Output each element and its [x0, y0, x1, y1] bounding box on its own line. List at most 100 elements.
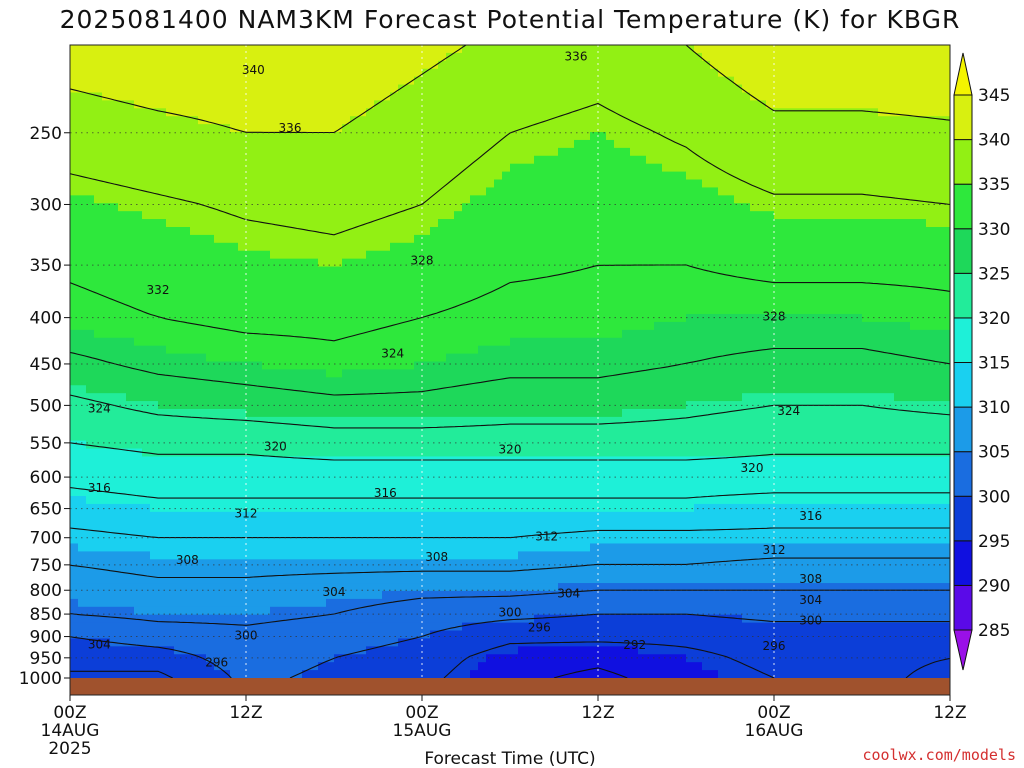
- fill-cell: [78, 116, 87, 125]
- fill-cell: [118, 638, 127, 647]
- fill-cell: [478, 147, 487, 157]
- fill-cell: [142, 361, 151, 371]
- fill-cell: [462, 440, 471, 450]
- fill-cell: [294, 282, 303, 291]
- fill-cell: [126, 282, 135, 291]
- fill-cell: [270, 361, 279, 371]
- fill-cell: [398, 226, 407, 236]
- fill-cell: [462, 84, 471, 94]
- fill-cell: [326, 266, 335, 276]
- fill-cell: [494, 456, 503, 465]
- fill-cell: [294, 424, 303, 434]
- fill-cell: [222, 464, 231, 473]
- fill-cell: [190, 614, 199, 624]
- fill-cell: [118, 290, 127, 299]
- fill-cell: [454, 321, 463, 331]
- fill-cell: [534, 45, 543, 54]
- fill-cell: [510, 52, 519, 62]
- fill-cell: [462, 598, 471, 608]
- fill-cell: [334, 45, 343, 54]
- fill-cell: [214, 456, 223, 465]
- fill-cell: [550, 369, 559, 378]
- fill-cell: [430, 464, 439, 473]
- fill-cell: [390, 575, 399, 584]
- fill-cell: [166, 124, 175, 133]
- fill-cell: [398, 250, 407, 260]
- fill-cell: [246, 424, 255, 434]
- fill-cell: [118, 139, 127, 149]
- fill-cell: [270, 76, 279, 86]
- fill-cell: [526, 448, 535, 458]
- fill-cell: [422, 337, 431, 347]
- fill-cell: [222, 440, 231, 450]
- fill-cell: [286, 211, 295, 220]
- fill-cell: [174, 670, 183, 679]
- fill-cell: [430, 440, 439, 450]
- fill-cell: [502, 590, 511, 600]
- fill-cell: [414, 187, 423, 196]
- fill-cell: [486, 203, 495, 212]
- fill-cell: [542, 163, 551, 173]
- fill-cell: [134, 266, 143, 276]
- fill-cell: [182, 432, 191, 442]
- fill-cell: [486, 638, 495, 647]
- fill-cell: [70, 171, 79, 181]
- fill-cell: [542, 290, 551, 299]
- fill-cell: [198, 551, 207, 560]
- fill-cell: [422, 662, 431, 671]
- fill-cell: [94, 480, 103, 489]
- fill-cell: [286, 408, 295, 418]
- fill-cell: [110, 598, 119, 608]
- fill-cell: [206, 551, 215, 560]
- fill-cell: [350, 45, 359, 54]
- fill-cell: [142, 472, 151, 481]
- fill-cell: [214, 551, 223, 560]
- fill-cell: [70, 511, 79, 521]
- fill-cell: [534, 76, 543, 86]
- fill-cell: [326, 559, 335, 568]
- fill-cell: [334, 511, 343, 521]
- fill-cell: [486, 187, 495, 196]
- fill-cell: [94, 155, 103, 165]
- fill-cell: [262, 551, 271, 560]
- fill-cell: [150, 282, 159, 291]
- fill-cell: [542, 519, 551, 529]
- fill-cell: [462, 274, 471, 283]
- fill-cell: [246, 630, 255, 640]
- fill-cell: [126, 369, 135, 378]
- fill-cell: [94, 219, 103, 228]
- fill-cell: [238, 377, 247, 386]
- fill-cell: [342, 76, 351, 86]
- fill-cell: [534, 527, 543, 537]
- fill-cell: [358, 68, 367, 78]
- fill-cell: [374, 171, 383, 181]
- fill-cell: [78, 662, 87, 671]
- fill-cell: [270, 52, 279, 62]
- fill-cell: [294, 60, 303, 70]
- fill-cell: [342, 511, 351, 521]
- fill-cell: [374, 139, 383, 149]
- fill-cell: [310, 219, 319, 228]
- fill-cell: [526, 385, 535, 394]
- fill-cell: [478, 132, 487, 141]
- fill-cell: [214, 187, 223, 196]
- fill-cell: [518, 203, 527, 212]
- fill-cell: [366, 203, 375, 212]
- fill-cell: [190, 590, 199, 600]
- fill-cell: [542, 282, 551, 291]
- fill-cell: [454, 630, 463, 640]
- fill-cell: [390, 503, 399, 513]
- fill-cell: [542, 424, 551, 434]
- fill-cell: [118, 393, 127, 402]
- fill-cell: [110, 575, 119, 584]
- fill-cell: [238, 45, 247, 54]
- fill-cell: [534, 124, 543, 133]
- fill-cell: [406, 155, 415, 165]
- fill-cell: [278, 662, 287, 671]
- fill-cell: [494, 179, 503, 189]
- fill-cell: [286, 274, 295, 283]
- fill-cell: [334, 84, 343, 94]
- fill-cell: [502, 298, 511, 307]
- fill-cell: [446, 662, 455, 671]
- fill-cell: [118, 598, 127, 608]
